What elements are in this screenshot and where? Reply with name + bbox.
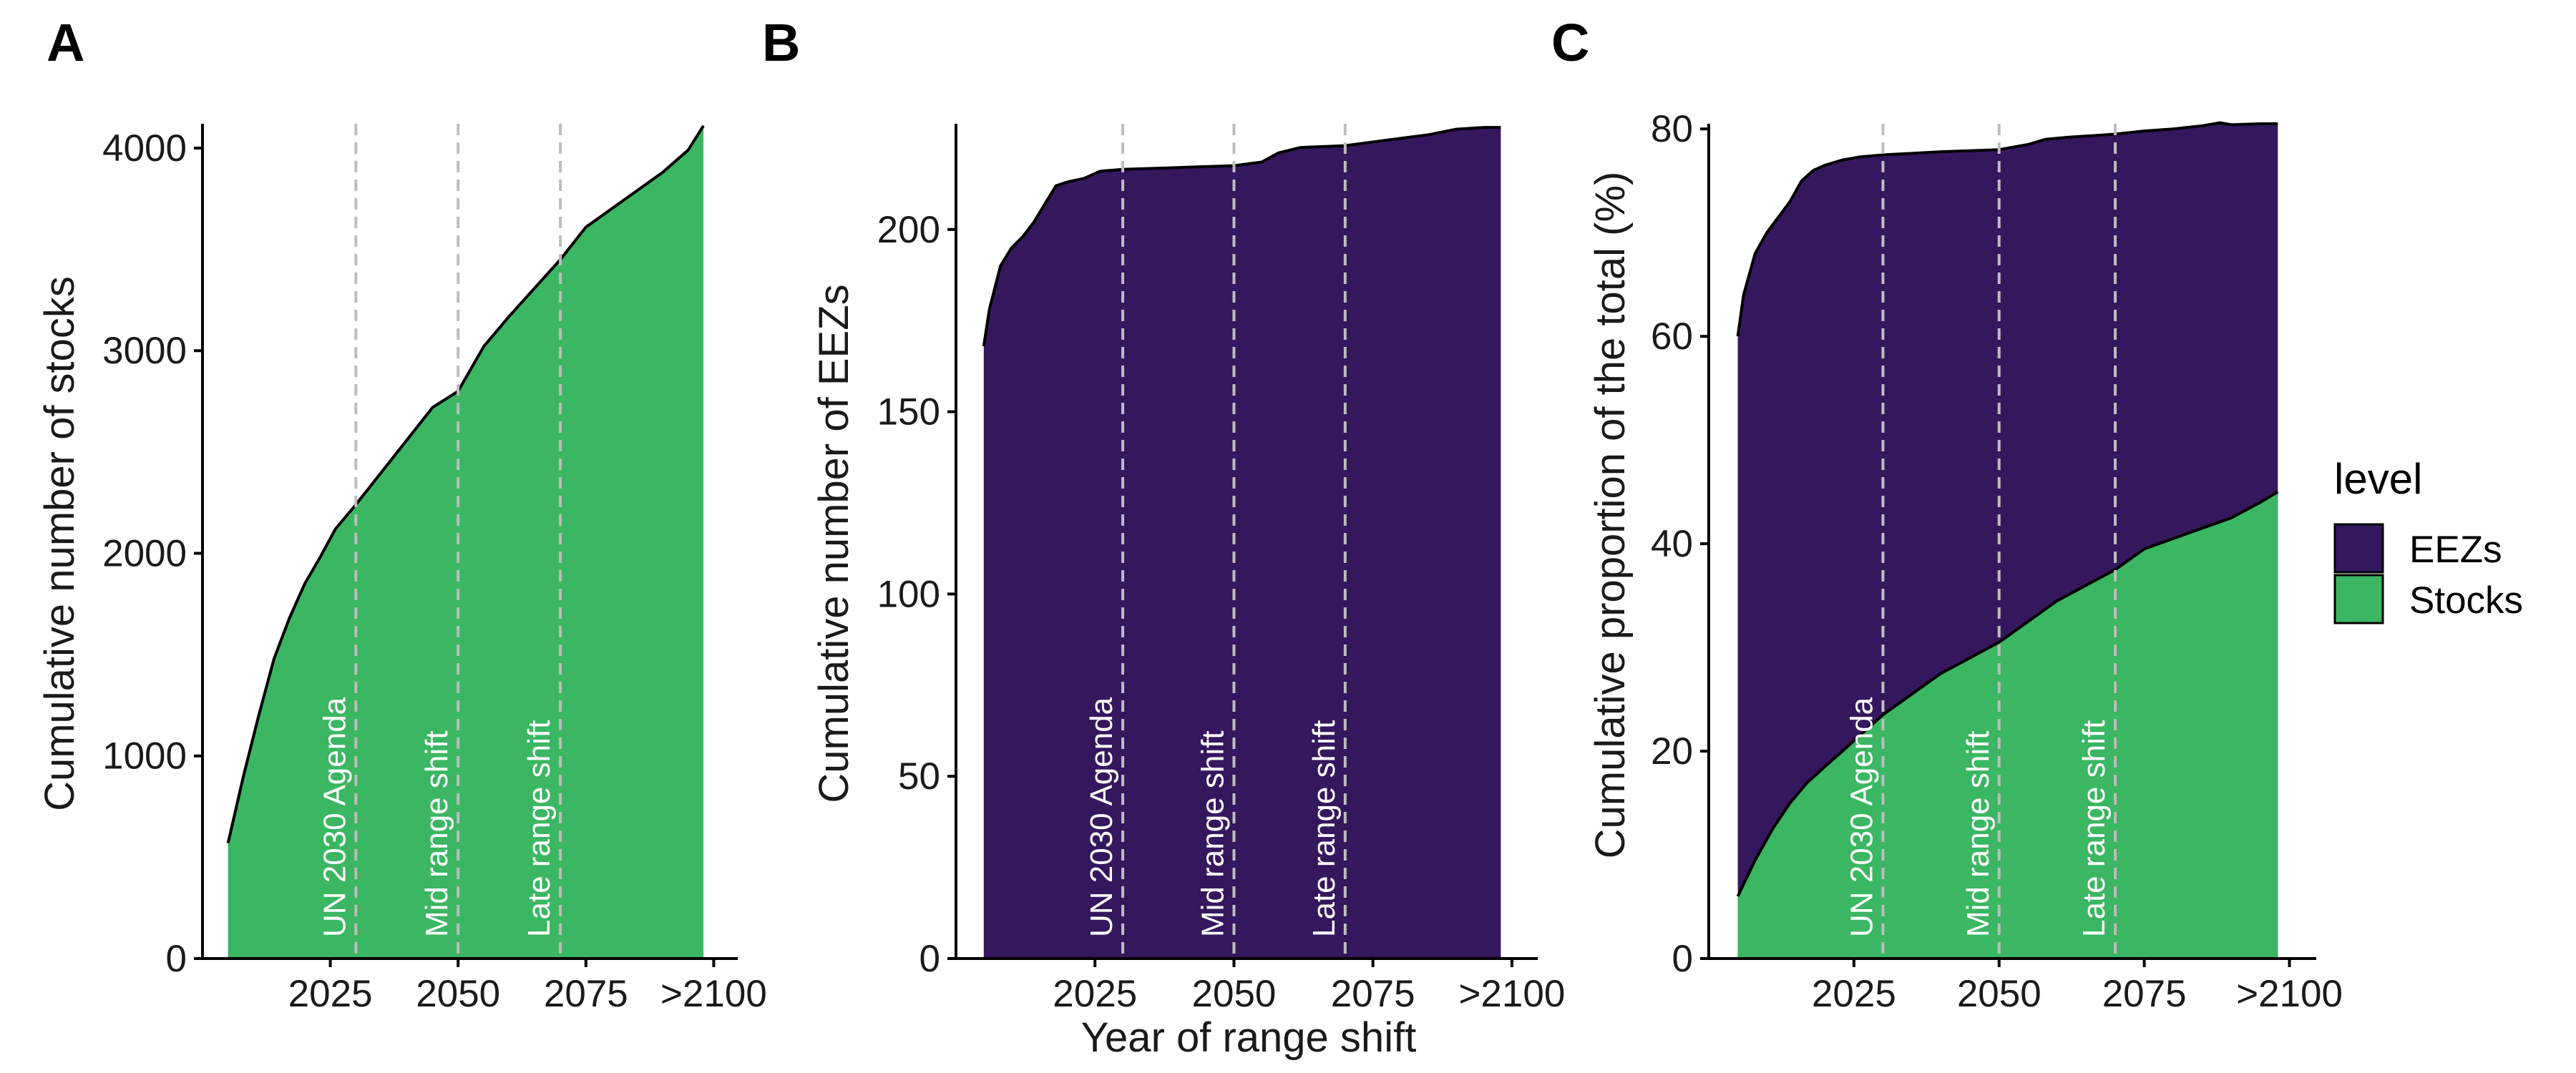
panel-c-plot: UN 2030 Agenda Mid range shift Late range … — [1651, 108, 2343, 1015]
y-tick-label-panel-c: 60 — [1651, 315, 1693, 358]
y-tick-label-panel-a: 4000 — [102, 127, 187, 170]
x-tick-label-panel-a: >2100 — [660, 973, 767, 1015]
panel-b-plot: UN 2030 Agenda Mid range shift Late range … — [877, 124, 1565, 1015]
y-tick-label-panel-c: 80 — [1651, 108, 1693, 150]
annotation-panel-c-1: Mid range shift — [1961, 730, 1996, 937]
legend: level EEZs Stocks — [2333, 455, 2523, 624]
legend-swatch-eezs — [2333, 523, 2384, 574]
annotation-panel-a-2: Late range shift — [522, 720, 557, 937]
panel-b-letter: B — [762, 13, 800, 72]
legend-label-stocks: Stocks — [2409, 579, 2523, 622]
annotation-panel-a-0: UN 2030 Agenda — [317, 697, 352, 937]
area-stocks-panel-c — [1737, 491, 2278, 959]
annotation-panel-b-1: Mid range shift — [1196, 730, 1231, 937]
y-tick-label-panel-a: 1000 — [102, 735, 187, 778]
y-tick-label-panel-c: 40 — [1651, 523, 1693, 565]
y-tick-label-panel-b: 50 — [898, 755, 940, 798]
panel-c-letter: C — [1551, 13, 1589, 72]
line-eezs-panel-c — [1736, 121, 2278, 337]
x-tick-label-panel-c: >2100 — [2236, 973, 2343, 1015]
x-tick-label-panel-b: 2075 — [1331, 973, 1415, 1015]
y-tick-label-panel-a: 3000 — [102, 330, 187, 372]
line-stocks-panel-a — [226, 124, 705, 843]
x-tick-label-panel-a: 2025 — [288, 973, 373, 1015]
panel-c-y-axis-title: Cumulative proportion of the total (%) — [1587, 172, 1634, 859]
x-tick-label-panel-c: 2050 — [1957, 973, 2041, 1015]
line-eezs-panel-b — [982, 126, 1501, 347]
panel-a-y-axis-title: Cumulative number of stocks — [36, 276, 83, 811]
panel-b-y-axis-title: Cumulative number of EEZs — [811, 284, 857, 803]
x-tick-label-panel-b: 2025 — [1053, 973, 1137, 1015]
x-tick-label-panel-a: 2075 — [544, 973, 628, 1015]
y-tick-label-panel-a: 2000 — [102, 532, 187, 574]
y-tick-label-panel-c: 20 — [1651, 730, 1693, 773]
annotation-panel-a-1: Mid range shift — [419, 730, 454, 937]
x-axis-title: Year of range shift — [1081, 1014, 1417, 1061]
panel-b: B UN 2030 Agenda Mid range shift Late rang… — [762, 13, 1565, 1061]
x-tick-label-panel-b: >2100 — [1458, 973, 1565, 1015]
y-tick-label-panel-b: 150 — [877, 391, 940, 433]
legend-swatch-stocks — [2333, 574, 2384, 624]
annotation-panel-b-0: UN 2030 Agenda — [1084, 697, 1119, 937]
y-tick-label-panel-b: 0 — [919, 938, 940, 980]
line-stocks-panel-c — [1736, 490, 2279, 897]
legend-title: level — [2334, 455, 2422, 503]
y-tick-label-panel-a: 0 — [166, 938, 187, 980]
panel-a: A UN 2030 Agenda Mid range shift Late rang… — [36, 13, 767, 1015]
panel-a-letter: A — [47, 13, 84, 72]
panel-a-plot: UN 2030 Agenda Mid range shift Late range … — [102, 124, 767, 1015]
y-tick-label-panel-b: 100 — [877, 573, 940, 615]
legend-label-eezs: EEZs — [2409, 529, 2502, 571]
annotation-panel-c-0: UN 2030 Agenda — [1845, 697, 1880, 937]
annotation-panel-c-2: Late range shift — [2077, 720, 2112, 937]
x-tick-label-panel-c: 2025 — [1812, 973, 1896, 1015]
x-tick-label-panel-c: 2075 — [2102, 973, 2187, 1015]
area-eezs-panel-b — [983, 127, 1501, 959]
x-tick-label-panel-a: 2050 — [416, 973, 500, 1015]
annotation-panel-b-2: Late range shift — [1307, 720, 1342, 937]
panel-c: C UN 2030 Agenda Mid range shift Late rang… — [1551, 13, 2343, 1015]
y-tick-label-panel-b: 200 — [877, 209, 940, 251]
y-tick-label-panel-c: 0 — [1672, 938, 1693, 980]
x-tick-label-panel-b: 2050 — [1192, 973, 1277, 1015]
area-stocks-panel-a — [228, 125, 704, 959]
